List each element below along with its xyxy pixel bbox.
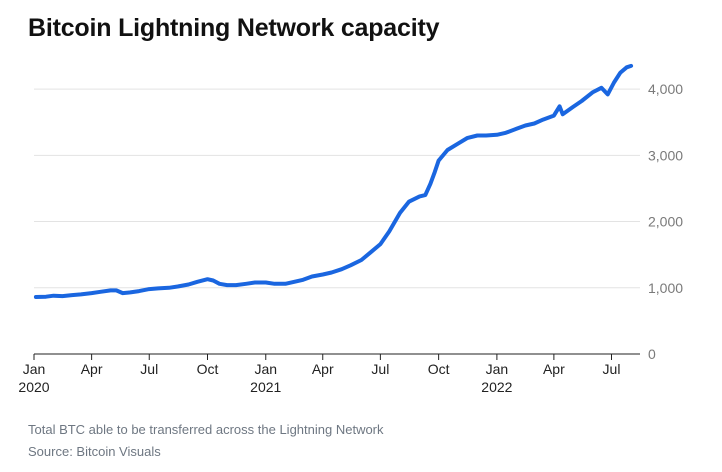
- y-tick-label: 1,000: [648, 280, 683, 296]
- x-tick-year-label: 2021: [250, 379, 281, 395]
- chart-note: Total BTC able to be transferred across …: [28, 422, 384, 437]
- x-tick-label: Apr: [312, 361, 334, 377]
- chart-title: Bitcoin Lightning Network capacity: [28, 14, 440, 42]
- series-line: [33, 63, 634, 299]
- x-tick-year-label: 2020: [18, 379, 49, 395]
- line-chart: 0 1,000 2,000 3,000 4,000 Jan 2020 Apr Jul Oct Jan…: [18, 63, 683, 395]
- y-tick-label: 4,000: [648, 81, 683, 97]
- y-tick-label: 2,000: [648, 214, 683, 230]
- y-tick-label: 3,000: [648, 147, 683, 163]
- x-tick-label: Jul: [140, 361, 158, 377]
- x-tick-label: Jan: [486, 361, 509, 377]
- chart-source: Source: Bitcoin Visuals: [28, 444, 161, 459]
- x-tick-label: Jan: [23, 361, 46, 377]
- x-tick-label: Oct: [197, 361, 219, 377]
- y-tick-label: 0: [648, 346, 656, 362]
- x-tick-label: Jul: [371, 361, 389, 377]
- x-tick-label: Apr: [543, 361, 565, 377]
- x-tick-label: Oct: [428, 361, 450, 377]
- x-tick-year-label: 2022: [481, 379, 512, 395]
- x-tick-label: Jul: [603, 361, 621, 377]
- x-tick-label: Jan: [254, 361, 277, 377]
- x-tick-label: Apr: [81, 361, 103, 377]
